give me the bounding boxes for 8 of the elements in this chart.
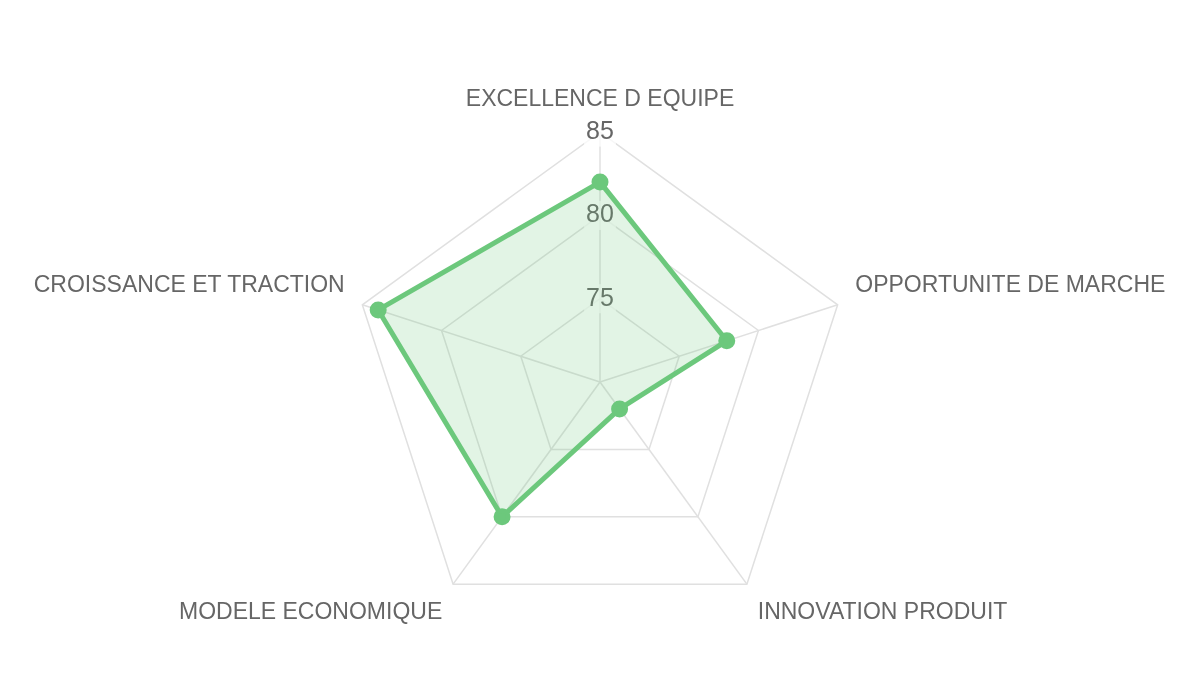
spoke-label: MODELE ECONOMIQUE [178, 598, 443, 625]
y-tick-label: 80 [586, 199, 614, 228]
spoke-label: EXCELLENCE D EQUIPE [465, 85, 735, 112]
spoke-label: INNOVATION PRODUIT [757, 598, 1008, 625]
y-tick-label: 75 [586, 282, 614, 311]
spoke-label: OPPORTUNITE DE MARCHE [855, 270, 1166, 297]
spoke-label: CROISSANCE ET TRACTION [33, 270, 345, 297]
y-tick-label: 85 [586, 115, 614, 144]
